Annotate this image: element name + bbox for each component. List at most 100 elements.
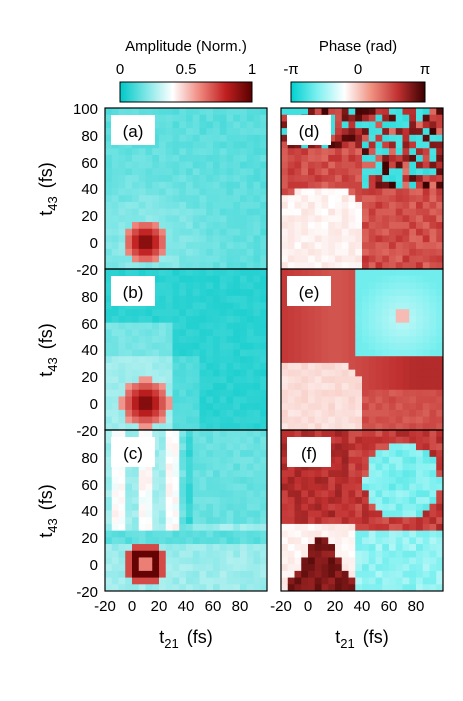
heatmap-cell [145,510,153,518]
heatmap-cell [165,208,173,216]
heatmap-cell [348,228,356,236]
heatmap-cell [328,168,336,176]
heatmap-cell [348,141,356,149]
heatmap-cell [159,161,167,169]
heatmap-cell [246,336,254,344]
heatmap-cell [145,235,153,243]
heatmap-cell [105,396,113,404]
heatmap-cell [348,570,356,578]
heatmap-cell [186,557,194,565]
heatmap-cell [253,510,261,518]
heatmap-cell [348,108,356,116]
heatmap-cell [253,215,261,223]
heatmap-cell [422,403,430,411]
heatmap-cell [246,389,254,397]
heatmap-cell [335,483,343,491]
heatmap-cell [422,470,430,478]
heatmap-cell [287,108,295,116]
heatmap-cell [226,121,234,129]
heatmap-cell [172,309,180,317]
heatmap-cell [206,134,214,142]
heatmap-cell [206,530,214,538]
heatmap-cell [281,282,289,290]
heatmap-cell [436,248,444,256]
heatmap-cell [409,161,417,169]
heatmap-cell [429,430,437,438]
heatmap-cell [341,530,349,538]
heatmap-cell [246,269,254,277]
heatmap-cell [368,557,376,565]
heatmap-cell [260,235,268,243]
heatmap-cell [328,557,336,565]
heatmap-cell [246,201,254,210]
heatmap-cell [138,369,146,377]
heatmap-cell [281,389,289,397]
heatmap-cell [138,403,146,411]
heatmap-cell [246,564,254,572]
heatmap-cell [308,544,316,552]
heatmap-cell [341,470,349,478]
heatmap-cell [233,423,241,431]
heatmap-cell [436,369,444,377]
heatmap-cell [389,416,397,424]
heatmap-cell [389,497,397,505]
heatmap-cell [328,108,336,116]
heatmap-cell [132,497,140,505]
heatmap-cell [389,269,397,277]
heatmap-cell [422,201,430,210]
heatmap-cell [328,456,336,464]
heatmap-cell [409,497,417,505]
heatmap-cell [213,356,221,364]
heatmap-cell [294,476,302,485]
heatmap-cell [179,463,187,471]
heatmap-cell [429,329,437,337]
heatmap-cell [159,557,167,565]
heatmap-cell [125,215,133,223]
heatmap-cell [105,114,113,122]
heatmap-cell [328,295,336,303]
heatmap-cell [240,470,248,478]
heatmap-cell [226,530,234,538]
heatmap-cell [328,114,336,122]
heatmap-cell [192,161,200,169]
heatmap-cell [206,463,214,471]
heatmap-cell [206,483,214,491]
heatmap-cell [281,108,289,116]
heatmap-cell [382,289,390,297]
heatmap-cell [287,215,295,223]
heatmap-cell [138,570,146,578]
heatmap-cell [219,315,227,324]
heatmap-cell [287,235,295,243]
heatmap-cell [389,235,397,243]
heatmap-cell [328,121,336,129]
heatmap-cell [422,396,430,404]
heatmap-cell [125,550,133,558]
heatmap-cell [213,108,221,116]
heatmap-cell [260,389,268,397]
heatmap-cell [348,497,356,505]
heatmap-cell [287,570,295,578]
heatmap-cell [199,564,207,572]
heatmap-cell [429,349,437,357]
heatmap-cell [199,168,207,176]
heatmap-cell [226,517,234,525]
heatmap-cell [152,584,160,592]
heatmap-cell [429,443,437,451]
heatmap-cell [362,228,370,236]
heatmap-cell [246,108,254,116]
heatmap-cell [314,403,322,411]
heatmap-cell [382,228,390,236]
heatmap-cell [287,383,295,391]
heatmap-cell [348,222,356,230]
heatmap-cell [301,362,309,371]
heatmap-cell [226,255,234,263]
heatmap-cell [179,315,187,324]
heatmap-cell [422,523,430,532]
heatmap-cell [199,456,207,464]
heatmap-cell [233,470,241,478]
heatmap-cell [294,315,302,324]
heatmap-cell [172,161,180,169]
heatmap-cell [260,289,268,297]
heatmap-cell [402,423,410,431]
heatmap-cell [213,443,221,451]
